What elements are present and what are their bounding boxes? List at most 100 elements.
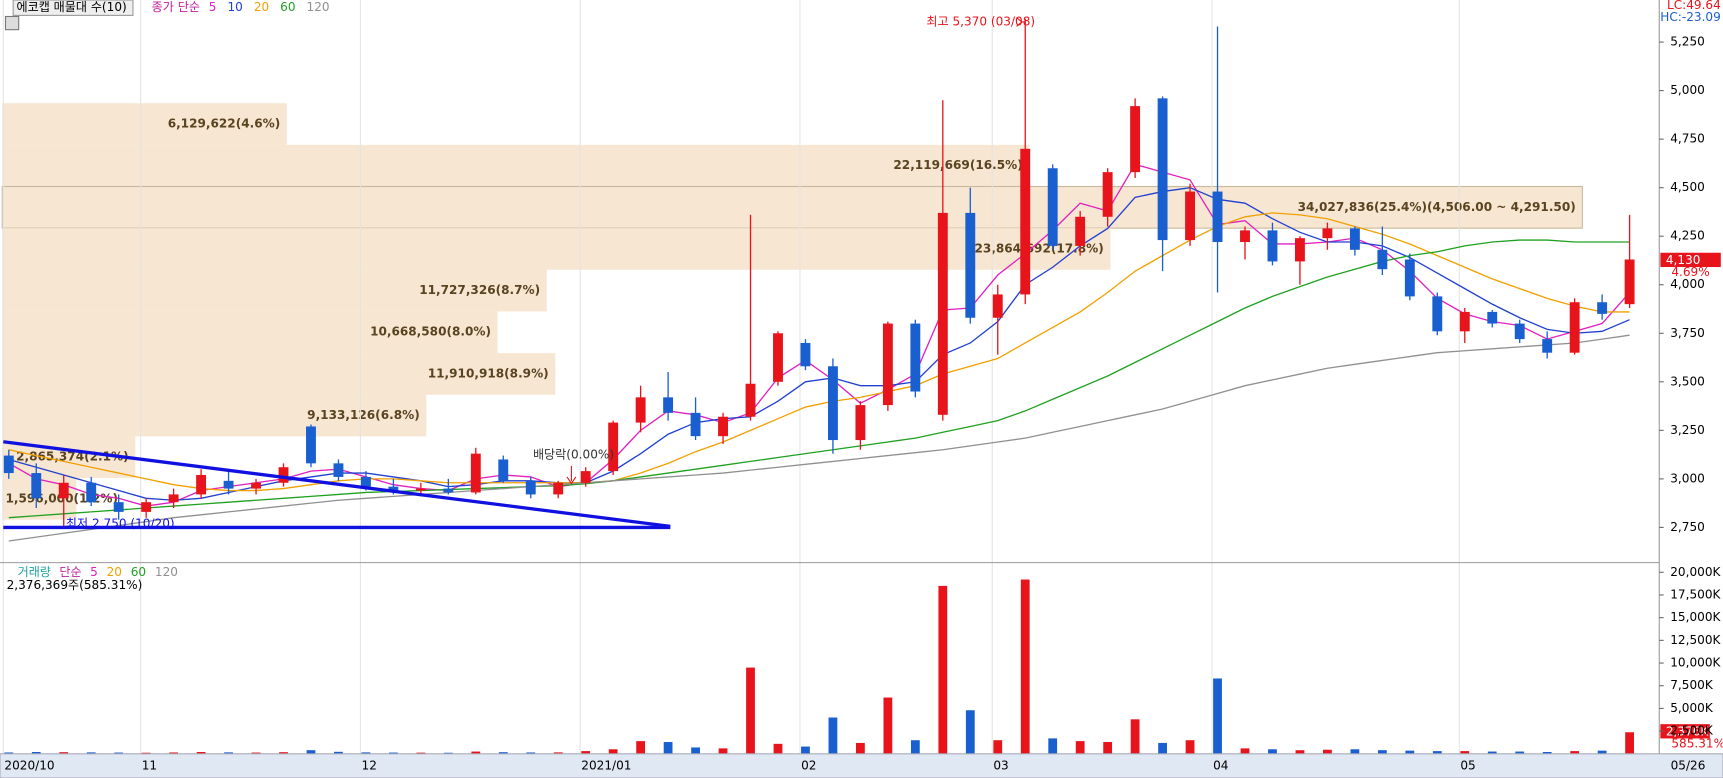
- volume-bar: [196, 752, 206, 754]
- candle-body: [58, 482, 69, 499]
- candle-body: [1597, 302, 1608, 314]
- volume-bar: [1240, 748, 1250, 754]
- candle-body: [1432, 296, 1443, 332]
- candle-body: [306, 426, 316, 464]
- change-tag: 4.69%: [1671, 265, 1709, 279]
- volume-bar: [306, 750, 316, 754]
- volume-bar: [663, 742, 673, 754]
- settings-icon[interactable]: [4, 15, 20, 31]
- candle-body: [1240, 230, 1250, 243]
- volume-change-tag: 585.31%: [1671, 736, 1723, 750]
- candle-body: [168, 494, 179, 503]
- volume-bar: [1625, 732, 1634, 754]
- volume-y-tick-label: 7,500K: [1670, 678, 1714, 692]
- volume-legend-item: 20: [107, 565, 122, 579]
- ma-line: [8, 212, 1630, 492]
- candle-body: [635, 397, 646, 423]
- volume-bar: [1075, 741, 1085, 754]
- volume-info: 2,376,369주(585.31%): [7, 578, 143, 592]
- volume-bar: [1048, 738, 1058, 754]
- y-tick-label: 3,000: [1670, 471, 1705, 485]
- x-tick-label: 2021/01: [581, 758, 631, 772]
- volume-bar: [361, 752, 371, 754]
- volume-bar: [471, 751, 481, 754]
- volume-bar: [1460, 751, 1470, 754]
- y-tick-label: 5,250: [1670, 35, 1705, 49]
- volume-bar: [965, 710, 975, 754]
- x-tick-label: 11: [142, 758, 157, 772]
- volume-bar: [718, 748, 728, 754]
- candle-body: [1377, 249, 1388, 270]
- y-tick-label: 4,500: [1670, 180, 1705, 194]
- candle-body: [251, 482, 261, 489]
- candle-body: [1102, 172, 1113, 217]
- y-tick-label: 3,750: [1670, 326, 1705, 340]
- volume-y-tick-label: 17,500K: [1670, 587, 1721, 601]
- volume-profile-bar: [2, 144, 1030, 187]
- ma-line: [8, 239, 1630, 519]
- volume-profile-label: 9,133,126(6.8%): [307, 408, 420, 422]
- volume-bar: [224, 752, 233, 754]
- volume-bar: [910, 740, 920, 754]
- volume-legend-label: 단순: [59, 565, 81, 579]
- candle-body: [1569, 302, 1580, 353]
- volume-bar: [169, 752, 179, 754]
- volume-profile-label: 11,727,326(8.7%): [419, 283, 540, 297]
- price-tag: 4,130: [1666, 253, 1701, 267]
- volume-bar: [1213, 678, 1222, 754]
- candle-body: [525, 480, 536, 495]
- volume-bar: [1542, 752, 1552, 754]
- volume-bar: [334, 751, 343, 754]
- candle-body: [1542, 339, 1553, 353]
- legend-item: 5: [209, 0, 217, 14]
- ex-dividend-arrow: [566, 465, 577, 485]
- candle-body: [360, 476, 371, 487]
- volume-bar: [526, 752, 536, 754]
- volume-profile-bar: [2, 269, 547, 312]
- volume-bar: [1405, 750, 1415, 754]
- candle-body: [800, 342, 811, 367]
- candle-body: [1514, 323, 1525, 340]
- x-tick-label: 05: [1460, 758, 1475, 772]
- legend-item: 120: [307, 0, 330, 14]
- lc-label: LC:49.64: [1667, 0, 1721, 12]
- low-annotation: 최저 2,750 (10/20): [66, 517, 175, 531]
- candle-body: [141, 502, 152, 512]
- candle-body: [937, 212, 948, 415]
- candle-body: [910, 323, 921, 392]
- volume-profile-bar: [2, 228, 1111, 270]
- legend-item: 60: [280, 0, 295, 14]
- candle-body: [86, 482, 97, 503]
- volume-bar: [251, 752, 261, 754]
- candle-body: [443, 488, 454, 493]
- candle-body: [580, 471, 591, 483]
- volume-bar: [498, 752, 508, 754]
- candle-body: [1459, 311, 1470, 332]
- candle-body: [333, 463, 344, 477]
- candle-body: [1349, 228, 1360, 250]
- candle-body: [992, 294, 1003, 318]
- x-tick-label: 2020/10: [4, 758, 54, 772]
- candle-body: [3, 455, 14, 474]
- volume-bar: [1377, 750, 1387, 754]
- candle-body: [827, 366, 838, 441]
- volume-bar: [1432, 751, 1442, 754]
- y-tick-label: 2,750: [1670, 520, 1705, 534]
- ma-label: 종가 단순: [152, 0, 200, 14]
- volume-bar: [993, 740, 1003, 754]
- volume-y-tick-label: 15,000K: [1670, 610, 1721, 624]
- y-tick-label: 4,000: [1670, 277, 1705, 291]
- volume-bar: [1350, 749, 1360, 754]
- volume-bar: [1570, 751, 1580, 754]
- y-tick-label: 5,000: [1670, 83, 1705, 97]
- candle-body: [553, 482, 564, 495]
- candle-body: [1212, 191, 1223, 243]
- volume-bar: [416, 752, 426, 754]
- candle-body: [745, 383, 756, 417]
- candle-body: [31, 473, 42, 499]
- candle-body: [1185, 191, 1196, 241]
- high-annotation: 최고 5,370 (03/08): [926, 14, 1035, 28]
- volume-bar: [553, 752, 563, 754]
- y-tick-label: 3,500: [1670, 374, 1705, 388]
- volume-bar: [59, 752, 69, 754]
